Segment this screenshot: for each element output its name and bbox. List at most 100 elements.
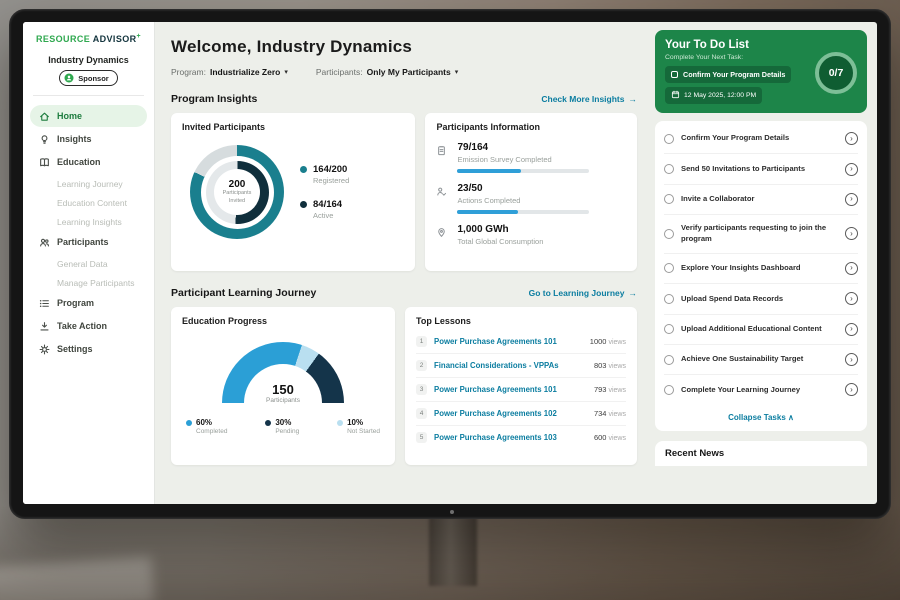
- task-checkbox[interactable]: [664, 294, 674, 304]
- metric-actions-completed: 23/50 Actions Completed: [436, 183, 626, 214]
- chevron-right-icon[interactable]: ›: [845, 132, 858, 145]
- sponsor-label: Sponsor: [78, 74, 108, 83]
- list-icon: [39, 298, 50, 309]
- sidebar-item-label: Education: [57, 157, 101, 167]
- task-row[interactable]: Explore Your Insights Dashboard ›: [664, 254, 858, 284]
- task-checkbox[interactable]: [664, 355, 674, 365]
- collapse-tasks-link[interactable]: Collapse Tasks ∧: [664, 405, 858, 431]
- progress-bar: [457, 210, 589, 214]
- task-row[interactable]: Upload Additional Educational Content ›: [664, 315, 858, 345]
- download-icon: [39, 321, 50, 332]
- task-row[interactable]: Send 50 Invitations to Participants ›: [664, 154, 858, 184]
- due-date-label: 12 May 2025, 12:00 PM: [684, 92, 756, 99]
- lesson-link[interactable]: Power Purchase Agreements 103: [434, 433, 587, 442]
- chevron-right-icon[interactable]: ›: [845, 193, 858, 206]
- page-title: Welcome, Industry Dynamics: [171, 37, 637, 57]
- participants-dropdown[interactable]: Participants: Only My Participants ▾: [316, 67, 458, 77]
- logo-resource: RESOURCE: [36, 34, 90, 44]
- program-dropdown[interactable]: Program: Industrialize Zero ▾: [171, 67, 288, 77]
- gauge-chart: 150 Participants: [222, 342, 344, 404]
- monitor-bezel: RESOURCE ADVISOR+ Industry Dynamics Spon…: [9, 9, 891, 519]
- task-checkbox[interactable]: [664, 263, 674, 273]
- task-row[interactable]: Achieve One Sustainability Target ›: [664, 345, 858, 375]
- sidebar-item-general-data[interactable]: General Data: [30, 254, 147, 273]
- checkbox-icon[interactable]: [671, 71, 678, 78]
- progress-fill: [457, 169, 520, 173]
- bulb-icon: [39, 134, 50, 145]
- chevron-right-icon[interactable]: ›: [845, 262, 858, 275]
- next-task-pill[interactable]: Confirm Your Program Details: [665, 66, 791, 83]
- metric-value: 23/50: [457, 183, 589, 194]
- task-checkbox[interactable]: [664, 194, 674, 204]
- task-checkbox[interactable]: [664, 324, 674, 334]
- sponsor-badge[interactable]: Sponsor: [59, 70, 117, 86]
- metric-emission-survey: 79/164 Emission Survey Completed: [436, 142, 626, 173]
- sidebar-item-program[interactable]: Program: [30, 292, 147, 314]
- chevron-right-icon[interactable]: ›: [845, 163, 858, 176]
- legend-label: Registered: [313, 176, 349, 185]
- task-row[interactable]: Confirm Your Program Details ›: [664, 124, 858, 154]
- sidebar-item-home[interactable]: Home: [30, 105, 147, 127]
- go-to-learning-journey-link[interactable]: Go to Learning Journey →: [529, 288, 637, 298]
- lesson-link[interactable]: Financial Considerations - VPPAs: [434, 361, 587, 370]
- task-label: Achieve One Sustainability Target: [681, 354, 838, 365]
- participants-information-card: Participants Information 79/164 Emission…: [425, 113, 637, 271]
- legend-value: 84/164: [313, 199, 342, 210]
- task-checkbox[interactable]: [664, 164, 674, 174]
- sidebar-item-manage-participants[interactable]: Manage Participants: [30, 273, 147, 292]
- program-value: Industrialize Zero: [210, 67, 280, 77]
- chevron-right-icon[interactable]: ›: [845, 227, 858, 240]
- lesson-link[interactable]: Power Purchase Agreements 102: [434, 409, 587, 418]
- participants-value: Only My Participants: [367, 67, 451, 77]
- sidebar-item-learning-insights[interactable]: Learning Insights: [30, 212, 147, 231]
- chevron-down-icon: ▾: [284, 68, 288, 76]
- chevron-right-icon[interactable]: ›: [845, 323, 858, 336]
- users-icon: [39, 237, 50, 248]
- task-label: Verify participants requesting to join t…: [681, 223, 838, 244]
- chevron-right-icon[interactable]: ›: [845, 353, 858, 366]
- home-icon: [39, 111, 50, 122]
- task-checkbox[interactable]: [664, 229, 674, 239]
- task-label: Complete Your Learning Journey: [681, 385, 838, 396]
- sidebar-item-take-action[interactable]: Take Action: [30, 315, 147, 337]
- arrow-right-icon: →: [629, 94, 638, 104]
- org-name: Industry Dynamics: [23, 55, 154, 65]
- sidebar-item-label: Participants: [57, 237, 109, 247]
- sidebar-item-education[interactable]: Education: [30, 151, 147, 173]
- chevron-up-icon: ∧: [788, 413, 794, 422]
- education-progress-card: Education Progress 150 Participants: [171, 307, 395, 465]
- task-row[interactable]: Complete Your Learning Journey ›: [664, 375, 858, 404]
- sidebar: RESOURCE ADVISOR+ Industry Dynamics Spon…: [23, 22, 155, 504]
- legend-completed: 60% Completed: [186, 418, 227, 435]
- lesson-views: 793: [594, 385, 607, 394]
- sidebar-item-participants[interactable]: Participants: [30, 231, 147, 253]
- sidebar-item-insights[interactable]: Insights: [30, 128, 147, 150]
- task-row[interactable]: Verify participants requesting to join t…: [664, 215, 858, 254]
- person-check-icon: [436, 183, 448, 214]
- views-suffix: views: [608, 387, 626, 394]
- task-row[interactable]: Invite a Collaborator ›: [664, 185, 858, 215]
- lesson-link[interactable]: Power Purchase Agreements 101: [434, 385, 587, 394]
- chevron-down-icon: ▾: [455, 68, 459, 76]
- task-label: Upload Additional Educational Content: [681, 324, 838, 335]
- sponsor-icon: [64, 73, 74, 83]
- program-insights-header: Program Insights Check More Insights →: [171, 93, 637, 105]
- lesson-link[interactable]: Power Purchase Agreements 101: [434, 337, 583, 346]
- chevron-right-icon[interactable]: ›: [845, 383, 858, 396]
- check-more-insights-link[interactable]: Check More Insights →: [541, 94, 637, 104]
- learning-cards-row: Education Progress 150 Participants: [171, 307, 637, 465]
- chevron-right-icon[interactable]: ›: [845, 292, 858, 305]
- task-checkbox[interactable]: [664, 134, 674, 144]
- task-checkbox[interactable]: [664, 385, 674, 395]
- legend-label: Completed: [196, 428, 227, 435]
- sidebar-item-settings[interactable]: Settings: [30, 338, 147, 360]
- lesson-views: 803: [594, 361, 607, 370]
- sidebar-item-education-content[interactable]: Education Content: [30, 193, 147, 212]
- task-row[interactable]: Upload Spend Data Records ›: [664, 284, 858, 314]
- todo-summary-card: Your To Do List Complete Your Next Task:…: [655, 30, 867, 113]
- card-title: Participants Information: [436, 122, 626, 132]
- metric-label: Emission Survey Completed: [457, 155, 589, 164]
- recent-news-header: Recent News: [655, 441, 867, 466]
- legend-pct: 10%: [347, 418, 380, 427]
- sidebar-item-learning-journey[interactable]: Learning Journey: [30, 174, 147, 193]
